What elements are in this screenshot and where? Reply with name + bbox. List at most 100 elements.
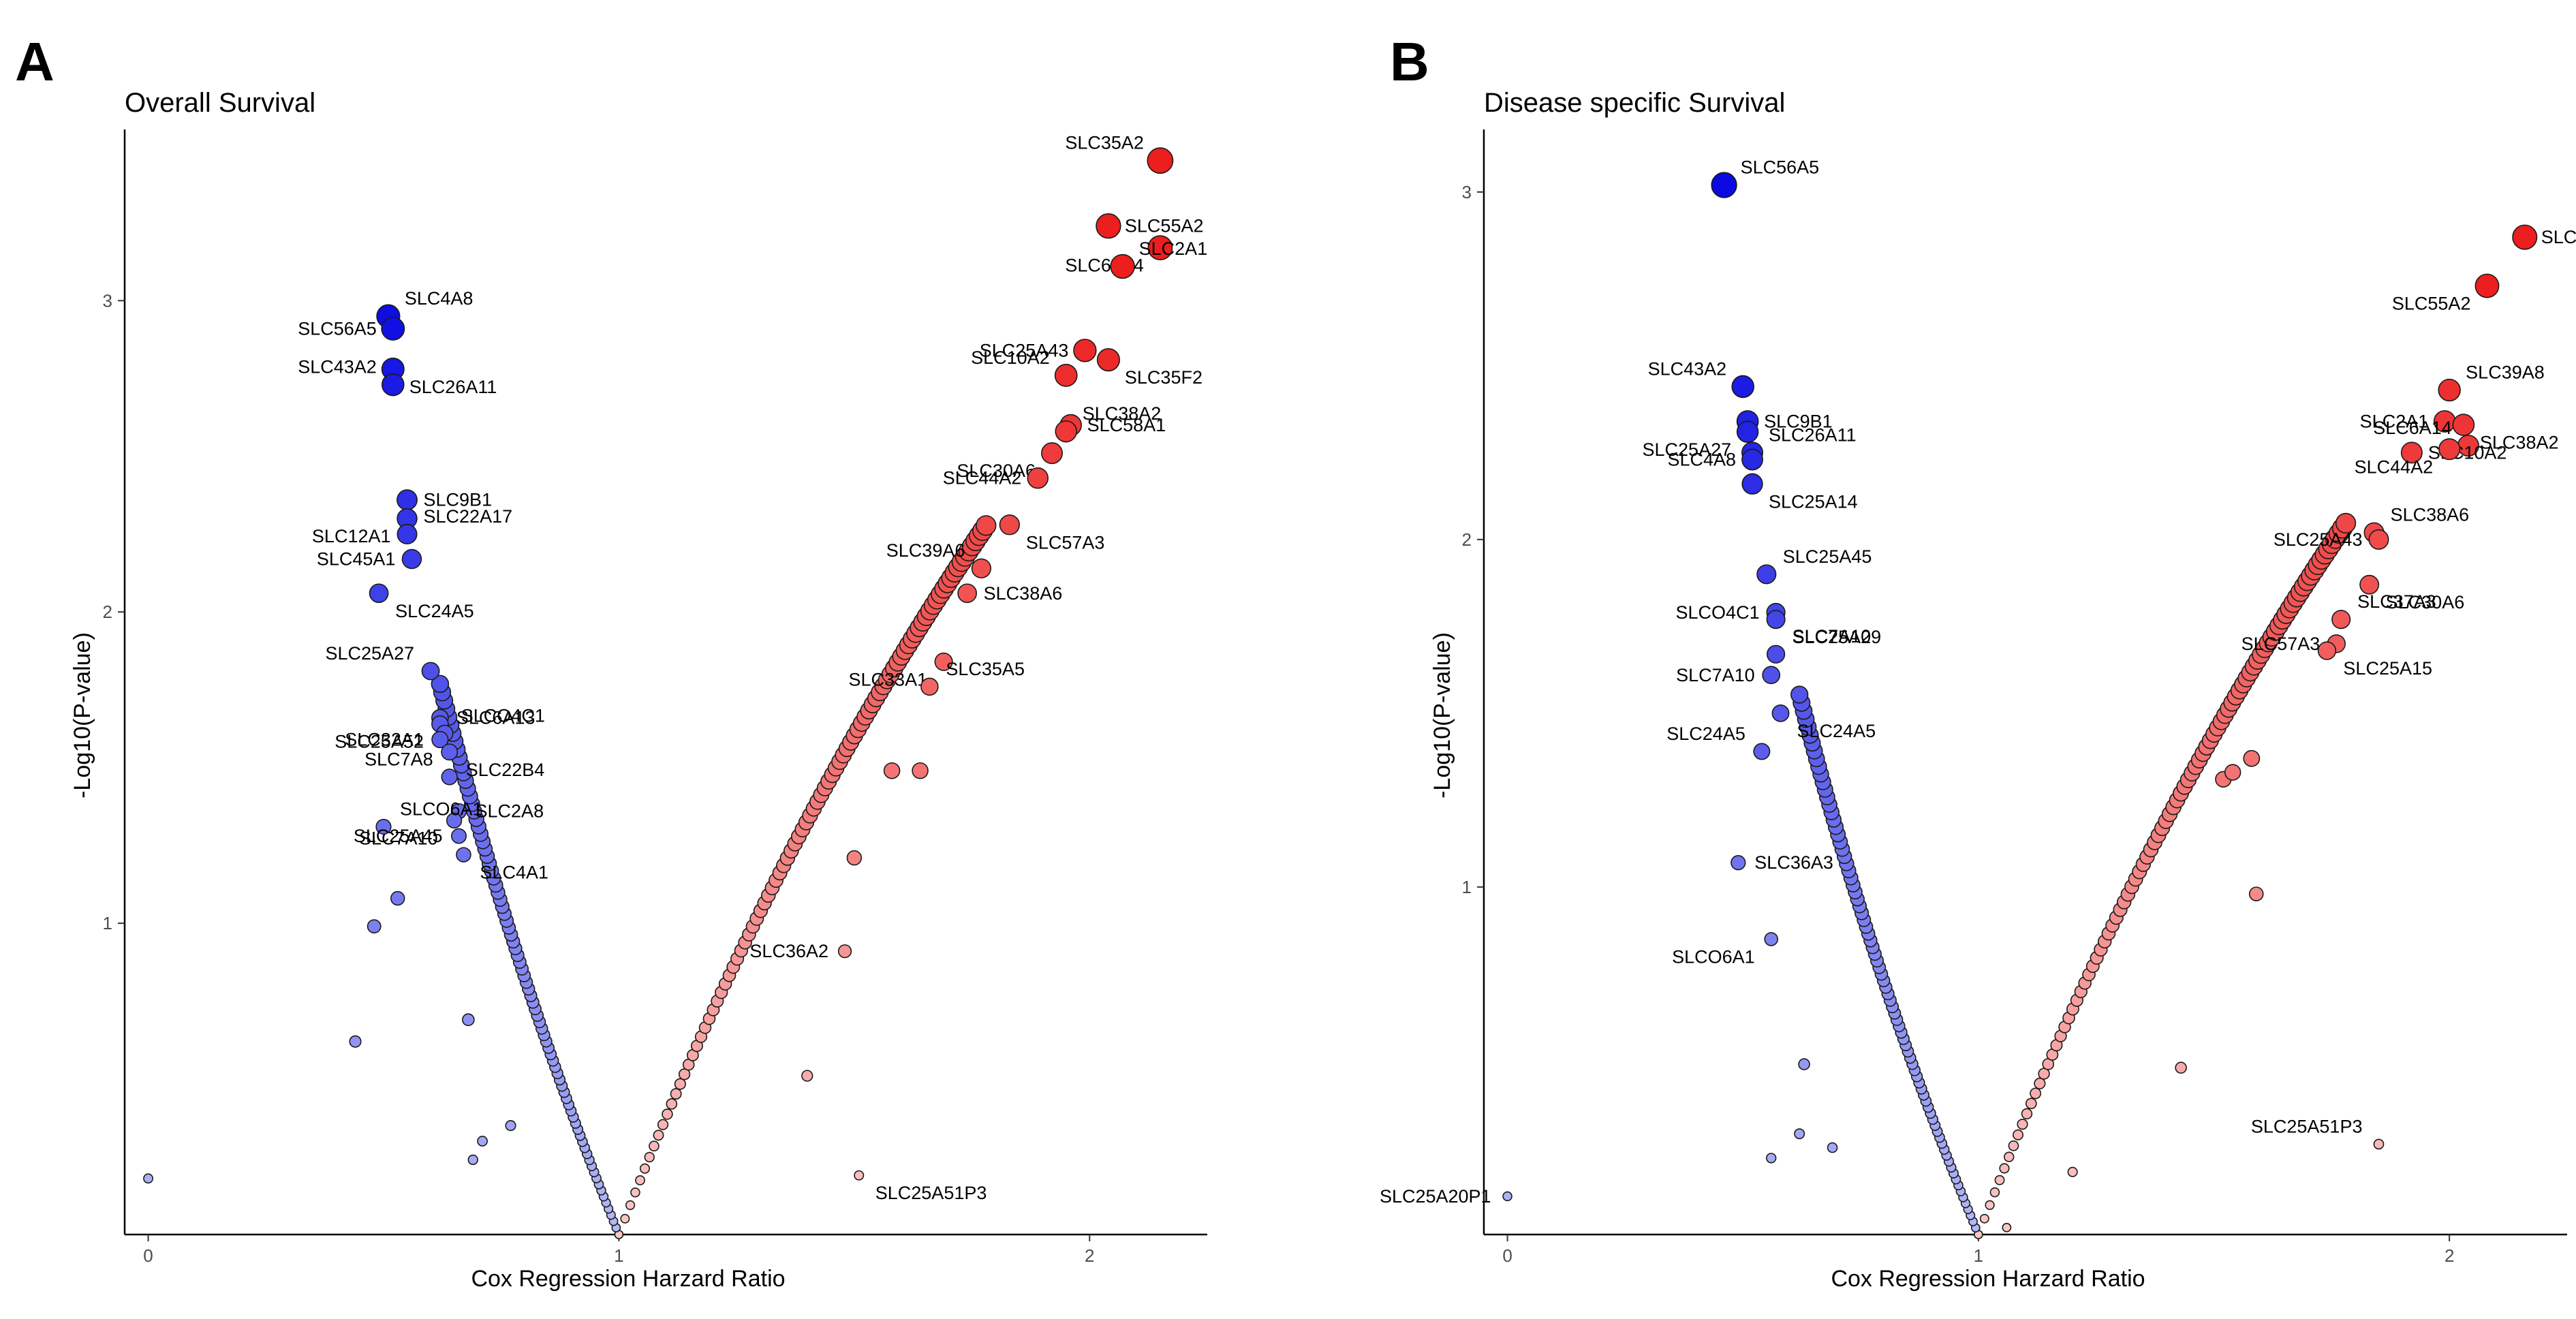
panel-a-gene-label: SLC24A5: [395, 601, 474, 621]
panel-b-labeled-point: [1711, 172, 1737, 198]
panel-a-x-tick-label: 0: [143, 1245, 153, 1266]
panel-b-trend-point: [2004, 1151, 2015, 1162]
panel-a-point: [143, 1173, 154, 1184]
panel-b-x-tick-label: 2: [2445, 1245, 2454, 1266]
panel-a-point: [505, 1120, 516, 1132]
panel-b-point: [1765, 1153, 1777, 1164]
panel-a-x-tick-label: 2: [1085, 1245, 1094, 1266]
panel-a-trend-point: [666, 1098, 678, 1110]
panel-b-gene-label: SLC39A8: [2466, 362, 2545, 383]
panel-a-y-tick-label: 2: [103, 602, 112, 622]
panel-b-labeled-point: [2438, 378, 2461, 402]
panel-a-labeled-point: [837, 944, 852, 959]
panel-a-labeled-point: [397, 489, 418, 511]
panel-a-y-axis-title: -Log10(P-value): [69, 632, 95, 798]
panel-b-labeled-point: [2400, 441, 2423, 464]
panel-b-trend-point: [1989, 1187, 2000, 1198]
panel-b-trend-point: [1790, 685, 1809, 704]
panel-a-trend-point: [639, 1163, 651, 1174]
panel-b-x-axis-title: Cox Regression Harzard Ratio: [1831, 1266, 2145, 1292]
panel-b-trend-point: [2025, 1098, 2037, 1110]
panel-b-gene-label: SLC25A29: [1793, 627, 1882, 647]
panel-a-gene-label: SLC39A6: [886, 540, 965, 561]
panel-a-labeled-point: [999, 514, 1020, 536]
panel-a-point: [462, 1013, 475, 1027]
panel-a-labeled-point: [971, 558, 992, 578]
panel-b-gene-label: SLC9B1: [1764, 411, 1833, 431]
panel-b-gene-label: SLC56A5: [1741, 157, 1820, 178]
panel-b-trend-point: [2008, 1140, 2019, 1151]
panel-b-labeled-point: [2474, 273, 2500, 298]
panel-b-x-tick-label: 0: [1502, 1245, 1512, 1266]
panel-b-point: [1798, 1058, 1810, 1070]
panel-a-gene-label: SLC33A1: [849, 669, 928, 689]
panel-a-gene-label: SLC26A11: [409, 377, 497, 397]
panel-a: A Overall Survival Cox Regression Harzar…: [15, 31, 1207, 1292]
panel-a-gene-label: SLC2A1: [1139, 238, 1208, 259]
panel-b-plot: 0 1 2 1 2 3 SLC56A5 SLC35A2 SLC55A2 SLC39A8 SLC2A1…: [1380, 129, 2576, 1266]
panel-b-gene-label: SLC43A2: [1648, 358, 1727, 379]
panel-a-gene-label: SLC2A8: [476, 801, 544, 822]
panel-a-trend-point: [620, 1213, 630, 1224]
panel-a-gene-label: SLC35A2: [1065, 133, 1144, 153]
panel-b-labeled-point: [2317, 641, 2337, 660]
panel-b-labeled-point: [1771, 704, 1790, 722]
panel-b-gene-label: SLC24A5: [1797, 721, 1876, 741]
panel-a-labeled-point: [1147, 147, 1174, 174]
panel-a-gene-label: SLC58A1: [1087, 415, 1166, 435]
panel-a-point: [912, 762, 929, 779]
panel-b-labeled-point: [1502, 1191, 1512, 1202]
panel-b-point: [2175, 1061, 2187, 1074]
panel-b-title: Disease specific Survival: [1484, 88, 1785, 118]
panel-a-labeled-point: [441, 743, 459, 761]
panel-a-gene-label: SLC30A6: [957, 461, 1036, 481]
panel-a-trend-point: [644, 1151, 655, 1163]
panel-a-labeled-point: [1041, 442, 1064, 465]
panel-a-labeled-point: [446, 812, 463, 828]
panel-a-gene-label: SLC25A45: [354, 826, 443, 846]
panel-b-labeled-point: [1741, 448, 1763, 471]
panel-a-trend-point: [649, 1140, 659, 1151]
panel-b-labeled-point: [1764, 932, 1778, 946]
panel-b-gene-label: SLC37A3: [2357, 591, 2436, 612]
panel-b-point: [2243, 749, 2261, 767]
panel-a-gene-label: SLC6A13: [456, 708, 536, 728]
panel-a-gene-label: SLC57A3: [1026, 532, 1105, 553]
panel-a-gene-label: SLC35A5: [946, 659, 1025, 679]
panel-b-labeled-point: [2331, 610, 2351, 630]
panel-a-point: [477, 1136, 488, 1147]
panel-a-point: [367, 919, 382, 934]
panel-b-labeled-point: [1731, 375, 1754, 399]
panel-b-gene-label: SLC44A2: [2355, 456, 2434, 477]
panel-a-labeled-point: [1147, 235, 1173, 261]
panel-a-labeled-point: [1055, 420, 1077, 443]
panel-a-gene-label: SLC22A17: [424, 506, 513, 527]
panel-a-gene-label: SLC25A27: [325, 643, 414, 664]
panel-b-labeled-point: [2512, 224, 2538, 250]
panel-a-labeled-point: [1096, 213, 1121, 239]
panel-b-trend-point: [2030, 1087, 2042, 1100]
panel-b-gene-label: SLCO4C1: [1676, 602, 1760, 623]
panel-b-gene-label: SLC26A11: [1769, 424, 1857, 445]
panel-b-x-tick-label: 1: [1974, 1245, 1983, 1266]
panel-a-gene-label: SLC7A10: [359, 828, 438, 848]
panel-a-labeled-point: [441, 769, 458, 786]
panel-b-y-tick-label: 2: [1462, 529, 1472, 550]
panel-b-y-tick-label: 3: [1462, 182, 1472, 202]
panel-b-labeled-point: [1731, 855, 1746, 871]
panel-a-gene-label: SLC32A1: [345, 730, 424, 750]
panel-b-gene-label: SLC6A14: [2373, 418, 2452, 438]
panel-b-labeled-point: [1762, 666, 1781, 685]
panel-b-gene-label: SLC25A45: [1783, 546, 1872, 567]
panel-a-trend-point: [670, 1088, 682, 1100]
panel-b-point: [2002, 1222, 2012, 1232]
panel-a-gene-label: SLC55A2: [1125, 216, 1204, 236]
panel-b-gene-label: SLC25A51P3: [2251, 1116, 2363, 1136]
panel-b-gene-label: SLC25A14: [1769, 491, 1858, 512]
panel-a-y-tick-label: 3: [103, 290, 112, 311]
panel-a-gene-label: SLC12A1: [312, 526, 391, 546]
panel-a-gene-label: SLC44A2: [943, 468, 1022, 488]
panel-a-trend-point: [630, 1187, 640, 1198]
panel-b-labeled-point: [2452, 414, 2475, 436]
